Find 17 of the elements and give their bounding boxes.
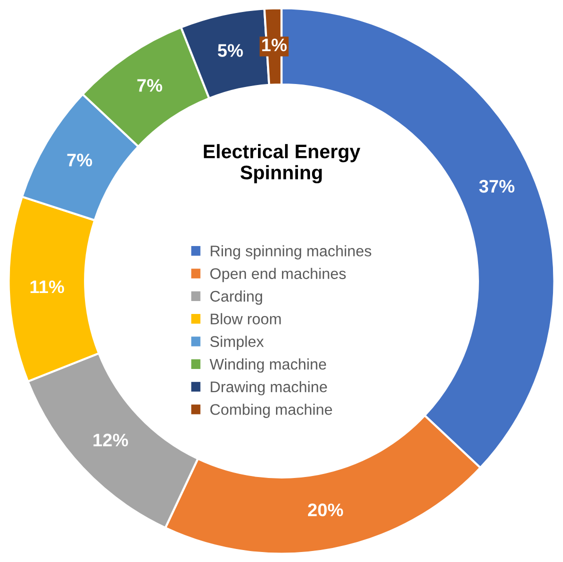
data-label: 12% — [94, 434, 128, 446]
legend-label: Simplex — [210, 336, 264, 350]
legend-label: Ring spinning machines — [210, 245, 372, 260]
data-label: 20% — [308, 504, 344, 516]
legend-label: Combing machine — [210, 404, 332, 418]
legend-label: Blow room — [210, 313, 281, 324]
legend-label: Drawing machine — [210, 381, 327, 396]
data-label: 7% — [137, 79, 162, 92]
data-label: 37% — [479, 180, 514, 193]
legend-label: Open end machines — [210, 268, 346, 282]
data-label: 5% — [218, 44, 243, 57]
data-label: 7% — [67, 154, 92, 166]
text: Electrical Energy Spinning — [204, 144, 360, 184]
data-label: 11% — [30, 280, 64, 294]
legend-label: Winding machine — [210, 358, 326, 373]
legend-label: Carding — [210, 290, 262, 305]
data-label: 1% — [262, 38, 287, 52]
